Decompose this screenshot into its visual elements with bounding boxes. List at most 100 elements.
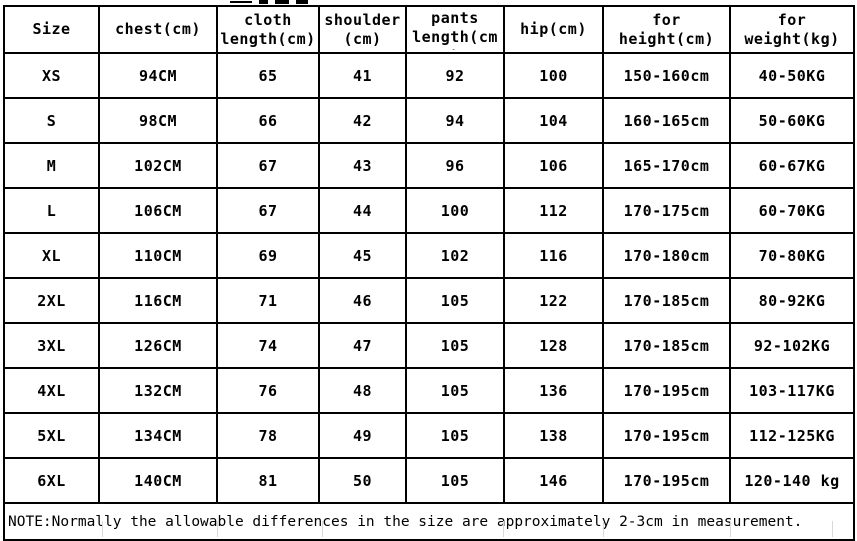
cell-hip: 146 [503,457,604,504]
cell-weight: 120-140 kg [729,457,855,504]
header-line: for [777,10,807,29]
cell-hip: 100 [503,52,604,99]
cell-weight: 60-67KG [729,142,855,189]
cell-pants-length: 102 [405,232,505,279]
col-header-weight: for weight(kg) [729,5,855,54]
col-header-shoulder: shoulder (cm) [318,5,407,54]
cell-chest: 106CM [98,187,218,234]
cell-shoulder: 50 [318,457,407,504]
cell-size: L [3,187,100,234]
header-line: for [652,10,681,29]
cell-size: S [3,97,100,144]
cell-weight: 92-102KG [729,322,855,369]
spreadsheet-gridline [322,521,323,537]
header-line: (cm) [343,29,382,48]
cell-shoulder: 43 [318,142,407,189]
header-line: weight(kg) [744,29,840,48]
spreadsheet-gridline [102,521,103,537]
cell-shoulder: 49 [318,412,407,459]
cell-pants-length: 96 [405,142,505,189]
header-line: shoulder [324,10,401,29]
cell-hip: 116 [503,232,604,279]
cell-chest: 94CM [98,52,218,99]
cell-chest: 98CM [98,97,218,144]
size-chart: Size chest(cm) cloth length(cm) shoulder… [3,5,855,541]
cell-height: 170-180cm [602,232,731,279]
cell-cloth-length: 74 [216,322,320,369]
cell-size: 2XL [3,277,100,324]
cell-size: 6XL [3,457,100,504]
col-header-size: Size [3,5,100,54]
cell-weight: 70-80KG [729,232,855,279]
cell-weight: 60-70KG [729,187,855,234]
cell-cloth-length: 81 [216,457,320,504]
cell-chest: 126CM [98,322,218,369]
cell-cloth-length: 67 [216,142,320,189]
col-header-height: for height(cm) [602,5,731,54]
table-row-5xl: 5XL 134CM 78 49 105 138 170-195cm 112-12… [3,412,855,459]
header-line: height(cm) [618,29,715,48]
cell-hip: 106 [503,142,604,189]
cell-pants-length: 105 [405,277,505,324]
cell-size: 3XL [3,322,100,369]
cell-height: 170-185cm [602,277,731,324]
table-row-3xl: 3XL 126CM 74 47 105 128 170-185cm 92-102… [3,322,855,369]
cell-height: 170-195cm [602,412,731,459]
cell-pants-length: 94 [405,97,505,144]
cropped-caption-fragment [230,0,308,4]
cell-size: XS [3,52,100,99]
cell-pants-length: 100 [405,187,505,234]
cell-size: 5XL [3,412,100,459]
cell-cloth-length: 65 [216,52,320,99]
spreadsheet-gridline [730,521,731,537]
cell-height: 170-175cm [602,187,731,234]
header-line: hip(cm) [520,20,587,38]
header-row: Size chest(cm) cloth length(cm) shoulder… [3,5,855,54]
col-header-chest: chest(cm) [98,5,218,54]
header-line: Size [32,20,71,38]
header-line: chest(cm) [115,20,201,38]
cell-height: 170-195cm [602,367,731,414]
table-row-m: M 102CM 67 43 96 106 165-170cm 60-67KG [3,142,855,189]
header-line: pants [431,9,479,27]
cell-hip: 138 [503,412,604,459]
cell-chest: 102CM [98,142,218,189]
cell-hip: 136 [503,367,604,414]
header-line: length(cm [412,28,498,46]
cell-height: 170-185cm [602,322,731,369]
cell-cloth-length: 67 [216,187,320,234]
col-header-cloth-length: cloth length(cm) [216,5,320,54]
cell-shoulder: 47 [318,322,407,369]
cell-hip: 112 [503,187,604,234]
cell-height: 170-195cm [602,457,731,504]
cell-pants-length: 105 [405,367,505,414]
table-row-6xl: 6XL 140CM 81 50 105 146 170-195cm 120-14… [3,457,855,504]
cell-weight: 40-50KG [729,52,855,99]
cell-chest: 116CM [98,277,218,324]
cell-height: 160-165cm [602,97,731,144]
spreadsheet-gridline [217,521,218,537]
cell-weight: 103-117KG [729,367,855,414]
cell-pants-length: 105 [405,457,505,504]
cell-size: XL [3,232,100,279]
col-header-hip: hip(cm) [503,5,604,54]
measurement-note: NOTE:Normally the allowable differences … [3,502,855,541]
cell-hip: 128 [503,322,604,369]
cell-weight: 50-60KG [729,97,855,144]
size-chart-table: Size chest(cm) cloth length(cm) shoulder… [3,5,855,541]
cell-cloth-length: 76 [216,367,320,414]
cell-size: 4XL [3,367,100,414]
cell-hip: 122 [503,277,604,324]
header-line: cloth [244,10,292,29]
table-row-xs: XS 94CM 65 41 92 100 150-160cm 40-50KG [3,52,855,99]
spreadsheet-gridline [603,521,604,537]
cell-chest: 132CM [98,367,218,414]
cell-cloth-length: 71 [216,277,320,324]
cell-shoulder: 42 [318,97,407,144]
cell-shoulder: 48 [318,367,407,414]
cell-shoulder: 44 [318,187,407,234]
cell-chest: 140CM [98,457,218,504]
cell-size: M [3,142,100,189]
table-row-s: S 98CM 66 42 94 104 160-165cm 50-60KG [3,97,855,144]
cell-pants-length: 92 [405,52,505,99]
